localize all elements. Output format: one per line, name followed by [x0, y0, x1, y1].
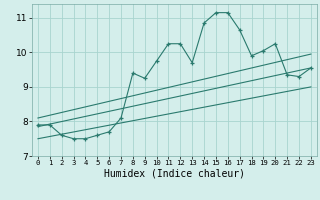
X-axis label: Humidex (Indice chaleur): Humidex (Indice chaleur) — [104, 169, 245, 179]
